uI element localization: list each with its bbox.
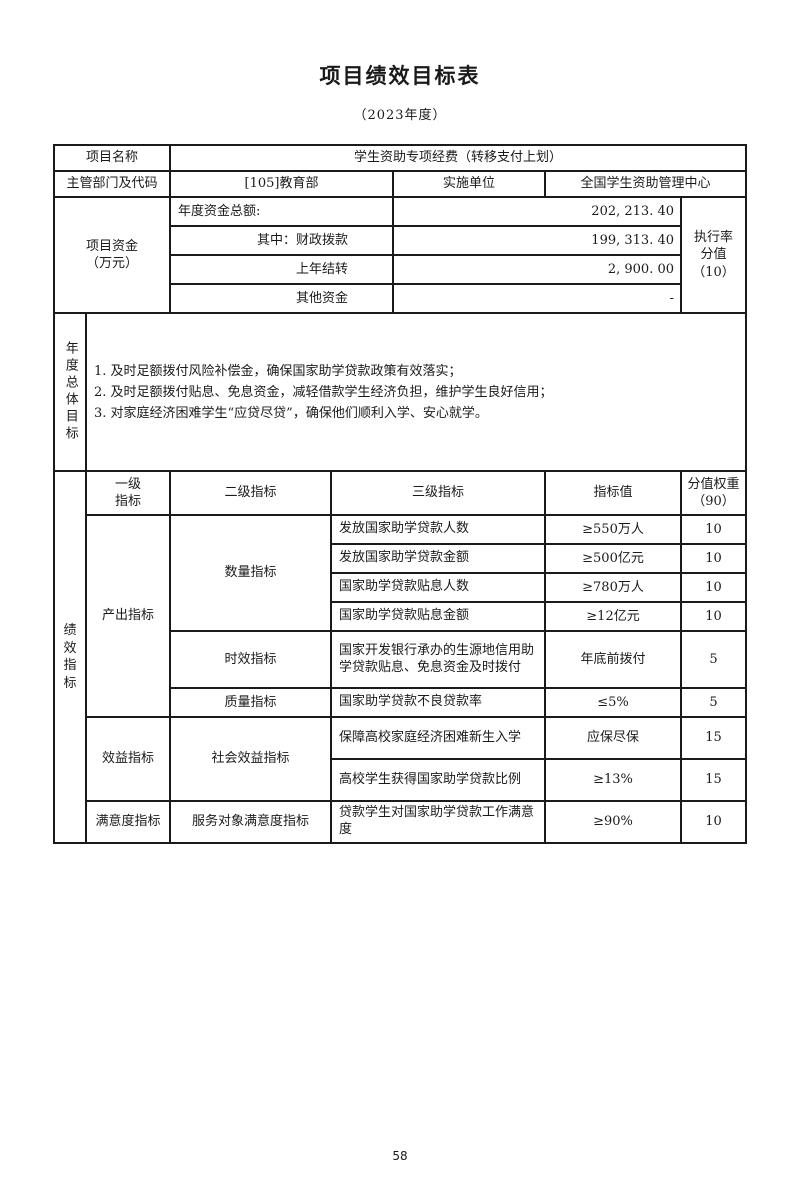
- implement-unit-value: 全国学生资助管理中心: [546, 172, 745, 197]
- project-name-label: 项目名称: [55, 146, 169, 171]
- group-quality-indicator: 质量指标: [171, 689, 330, 717]
- group-quantity-indicator: 数量指标: [171, 516, 330, 631]
- header-level3-indicator: 三级指标: [332, 472, 544, 515]
- funding-other-value: -: [394, 285, 680, 313]
- indicator-row-level3: 贷款学生对国家助学贷款工作满意度: [332, 802, 544, 843]
- page-number: 58: [392, 1149, 408, 1163]
- indicator-row-value: 年底前拨付: [546, 632, 680, 688]
- indicator-row-weight: 10: [682, 802, 745, 843]
- group-satisfaction-indicator: 满意度指标: [87, 802, 169, 843]
- page-subtitle: （2023年度）: [353, 108, 447, 124]
- execution-rate-score-label: 执行率 分值 （10）: [682, 198, 745, 313]
- department-label: 主管部门及代码: [55, 172, 169, 197]
- annual-goals-section-label: 年度总体目标: [55, 314, 85, 471]
- funding-carryover-value: 2, 900. 00: [394, 256, 680, 284]
- project-name-value: 学生资助专项经费（转移支付上划）: [171, 146, 745, 171]
- performance-indicators-section-label: 绩效指标: [55, 472, 85, 843]
- header-level2-indicator: 二级指标: [171, 472, 330, 515]
- funding-fiscal-value: 199, 313. 40: [394, 227, 680, 255]
- indicator-row-level3: 国家助学贷款不良贷款率: [332, 689, 544, 717]
- indicator-row-value: ≥550万人: [546, 516, 680, 544]
- indicator-row-value: ≤5%: [546, 689, 680, 717]
- header-score-weight: 分值权重 （90）: [682, 472, 745, 515]
- group-social-benefit-indicator: 社会效益指标: [171, 718, 330, 801]
- indicator-row-weight: 10: [682, 516, 745, 544]
- indicator-row-value: ≥500亿元: [546, 545, 680, 573]
- indicator-row-weight: 15: [682, 718, 745, 759]
- indicator-row-value: ≥12亿元: [546, 603, 680, 631]
- annual-goals-content: 1. 及时足额拨付风险补偿金，确保国家助学贷款政策有效落实； 2. 及时足额拨付…: [87, 314, 745, 471]
- indicator-row-value: 应保尽保: [546, 718, 680, 759]
- indicator-row-level3: 发放国家助学贷款人数: [332, 516, 544, 544]
- indicator-row-value: ≥13%: [546, 760, 680, 801]
- funding-carryover-label: 上年结转: [171, 256, 392, 284]
- indicator-row-value: ≥780万人: [546, 574, 680, 602]
- funding-total-value: 202, 213. 40: [394, 198, 680, 226]
- indicator-row-level3: 国家开发银行承办的生源地信用助学贷款贴息、免息资金及时拨付: [332, 632, 544, 688]
- indicator-row-weight: 5: [682, 689, 745, 717]
- group-output-indicator: 产出指标: [87, 516, 169, 717]
- header-indicator-value: 指标值: [546, 472, 680, 515]
- indicator-row-level3: 保障高校家庭经济困难新生入学: [332, 718, 544, 759]
- implement-unit-label: 实施单位: [394, 172, 544, 197]
- indicator-row-value: ≥90%: [546, 802, 680, 843]
- funding-other-label: 其他资金: [171, 285, 392, 313]
- indicator-row-weight: 10: [682, 545, 745, 573]
- performance-target-table: 项目名称 学生资助专项经费（转移支付上划） 主管部门及代码 [105]教育部 实…: [53, 144, 747, 845]
- group-benefit-indicator: 效益指标: [87, 718, 169, 801]
- group-service-satisfaction-indicator: 服务对象满意度指标: [171, 802, 330, 843]
- indicator-row-level3: 高校学生获得国家助学贷款比例: [332, 760, 544, 801]
- funding-section-label: 项目资金 （万元）: [55, 198, 169, 313]
- department-value: [105]教育部: [171, 172, 392, 197]
- page-title: 项目绩效目标表: [319, 63, 481, 88]
- header-level1-indicator: 一级 指标: [87, 472, 169, 515]
- indicator-row-weight: 15: [682, 760, 745, 801]
- indicator-row-level3: 发放国家助学贷款金额: [332, 545, 544, 573]
- indicator-row-weight: 10: [682, 603, 745, 631]
- indicator-row-level3: 国家助学贷款贴息人数: [332, 574, 544, 602]
- indicator-row-weight: 10: [682, 574, 745, 602]
- indicator-row-weight: 5: [682, 632, 745, 688]
- indicator-row-level3: 国家助学贷款贴息金额: [332, 603, 544, 631]
- group-timeliness-indicator: 时效指标: [171, 632, 330, 688]
- funding-fiscal-label: 其中：财政拨款: [171, 227, 392, 255]
- funding-total-label: 年度资金总额:: [171, 198, 392, 226]
